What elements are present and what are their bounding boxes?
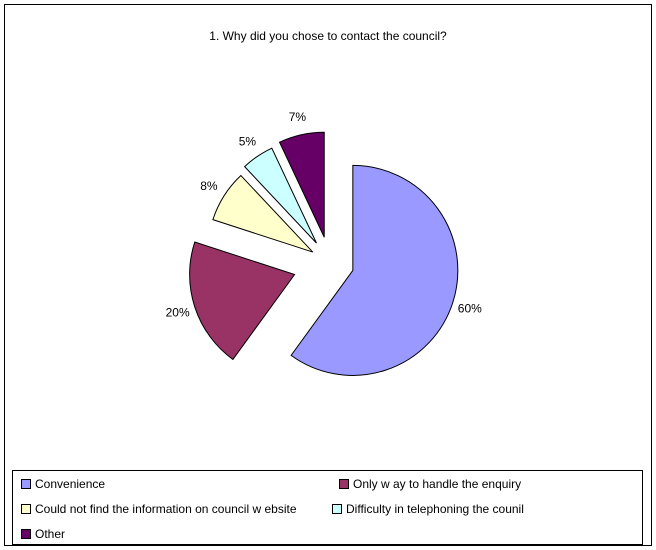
legend-label: Only w ay to handle the enquiry [353, 477, 522, 491]
legend-item-difficulty: Difficulty in telephoning the counil [332, 502, 524, 516]
data-label-convenience: 60% [458, 301, 482, 315]
legend-swatch [21, 479, 31, 489]
legend: Convenience Only w ay to handle the enqu… [12, 470, 643, 545]
data-label-other: 7% [289, 110, 307, 124]
pie-slice-difficulty-in-telephoning-the-counil [243, 147, 317, 244]
data-label-could-not-find-the-information-on-council-w-ebsite: 8% [200, 179, 218, 193]
chart-title: 1. Why did you chose to contact the coun… [209, 29, 447, 43]
legend-label: Other [35, 527, 66, 541]
legend-item-only-way: Only w ay to handle the enquiry [339, 477, 521, 491]
pie-slice-could-not-find-the-information-on-council-w-ebsite [212, 174, 314, 253]
chart-frame: 1. Why did you chose to contact the coun… [4, 4, 652, 546]
pie-chart: 60% 20% 8% 5% 7% [166, 110, 482, 376]
legend-label: Convenience [35, 477, 106, 491]
legend-swatch [21, 504, 31, 514]
legend-item-could-not-find: Could not find the information on counci… [21, 502, 297, 516]
pie-slice-convenience [290, 164, 459, 376]
legend-swatch [332, 504, 342, 514]
legend-item-other: Other [21, 527, 65, 541]
legend-swatch [21, 529, 31, 539]
pie-slice-other [278, 131, 325, 238]
legend-swatch [339, 479, 349, 489]
legend-label: Difficulty in telephoning the counil [346, 502, 524, 516]
legend-item-convenience: Convenience [21, 477, 105, 491]
data-label-only-w-ay-to-handle-the-enquiry: 20% [166, 306, 190, 320]
pie-slice-only-w-ay-to-handle-the-enquiry [189, 241, 296, 361]
legend-label: Could not find the information on counci… [35, 502, 297, 516]
data-label-difficulty-in-telephoning-the-counil: 5% [239, 134, 257, 148]
